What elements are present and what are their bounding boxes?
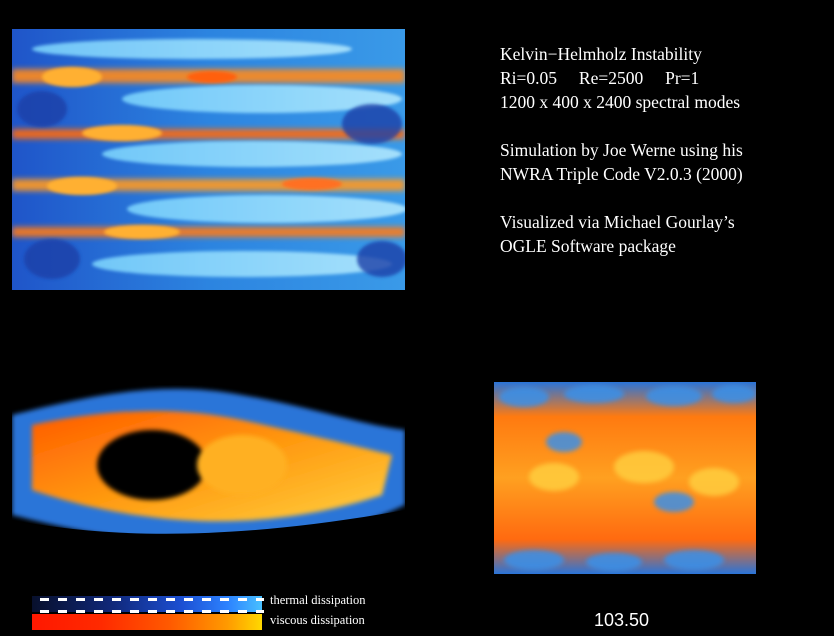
title-block: Kelvin−Helmholz Instability Ri=0.05 Re=2…: [500, 42, 830, 114]
time-readout: 103.50: [594, 610, 650, 630]
info-line: Kelvin−Helmholz Instability: [500, 44, 702, 64]
side-view-visualization: [12, 385, 405, 550]
info-line: 1200 x 400 x 2400 spectral modes: [500, 92, 741, 112]
visualization-credit-block: Visualized via Michael Gourlay’s OGLE So…: [500, 210, 830, 258]
info-line: Simulation by Joe Werne using his: [500, 140, 743, 160]
simulation-info: Kelvin−Helmholz Instability Ri=0.05 Re=2…: [500, 42, 830, 282]
viscous-colorbar: [32, 614, 262, 630]
info-line: OGLE Software package: [500, 236, 676, 256]
top-view-visualization: [12, 29, 405, 290]
info-line: Visualized via Michael Gourlay’s: [500, 212, 735, 232]
thermal-legend-label: thermal dissipation: [270, 593, 366, 607]
info-line: Ri=0.05 Re=2500 Pr=1: [500, 68, 700, 88]
info-line: NWRA Triple Code V2.0.3 (2000): [500, 164, 743, 184]
colorbar-checker: [40, 598, 264, 601]
viscous-legend-label: viscous dissipation: [270, 613, 365, 627]
end-view-visualization: [494, 382, 756, 574]
colorbar-checker: [40, 610, 264, 613]
color-legend: [32, 591, 272, 631]
simulation-credit-block: Simulation by Joe Werne using his NWRA T…: [500, 138, 830, 186]
